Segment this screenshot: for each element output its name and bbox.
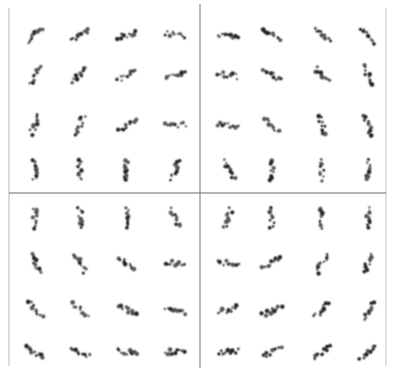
glyph-dot xyxy=(34,164,38,168)
glyph-dot xyxy=(269,163,272,166)
glyph-dot xyxy=(177,260,181,264)
glyph-dot xyxy=(368,206,370,208)
glyph-dot xyxy=(34,210,39,215)
glyph-dot xyxy=(222,264,225,267)
glyph-dot xyxy=(238,263,241,266)
glyph-dot xyxy=(319,173,322,176)
glyph-dot xyxy=(183,263,186,266)
glyph-dot xyxy=(79,177,81,179)
glyph-dot xyxy=(79,168,83,172)
glyph-dot xyxy=(225,259,229,263)
glyph-dot xyxy=(35,214,38,217)
glyph-dot xyxy=(319,165,322,168)
figure xyxy=(0,0,393,370)
glyph-dot xyxy=(79,163,81,165)
glyph-dot xyxy=(221,33,223,35)
glyph-dot xyxy=(233,125,238,130)
glyph-dot xyxy=(268,178,272,182)
glyph-dot xyxy=(81,210,84,213)
glyph-dot xyxy=(31,215,35,219)
glyph-dot xyxy=(185,125,187,127)
glyph-dot xyxy=(169,263,172,266)
glyph-dot xyxy=(269,210,272,213)
glyph-dot xyxy=(123,158,127,162)
glyph-dot xyxy=(368,210,370,212)
glyph-dot xyxy=(219,36,221,38)
glyph-dot xyxy=(223,122,226,125)
glyph-dot xyxy=(127,223,130,226)
glyph-dot xyxy=(319,220,321,222)
glyph-dot xyxy=(76,206,79,209)
glyph-dot xyxy=(270,214,273,217)
glyph-dot xyxy=(163,121,167,125)
glyph-dot xyxy=(320,179,323,182)
glyph-dot xyxy=(366,162,368,164)
glyph-dot xyxy=(181,264,184,267)
glyph-dot xyxy=(77,172,79,174)
glyph-dot xyxy=(77,158,81,162)
glyph-dot xyxy=(77,215,79,217)
glyph-dot xyxy=(319,207,322,210)
glyph-dot xyxy=(367,158,370,161)
glyph-dot xyxy=(319,223,323,227)
glyph-dot xyxy=(183,350,187,354)
glyph-dot xyxy=(237,125,239,127)
glyph-dot xyxy=(269,206,272,209)
glyph-dot xyxy=(365,177,369,181)
glyph-dot xyxy=(124,206,127,209)
glyph-dot xyxy=(322,175,324,177)
glyph-dot xyxy=(123,164,126,167)
glyph-dot xyxy=(321,227,324,230)
glyph-dot xyxy=(173,351,177,355)
glyph-dot xyxy=(124,174,128,178)
glyph-dot xyxy=(32,227,36,231)
glyph-dot xyxy=(168,347,173,352)
glyph-dot xyxy=(218,260,222,264)
glyph-dot xyxy=(268,226,272,230)
glyph-dot xyxy=(272,170,275,173)
glyph-dot xyxy=(32,208,34,210)
background xyxy=(0,0,393,370)
glyph-dot xyxy=(272,225,275,228)
glyph-dot xyxy=(269,219,272,222)
glyph-dot xyxy=(170,352,174,356)
glyph-dot xyxy=(369,164,371,166)
glyph-dot xyxy=(224,33,228,37)
glyph-dot xyxy=(178,349,180,351)
glyph-dot xyxy=(366,224,369,227)
glyph-dot xyxy=(81,223,84,226)
glyph-dot xyxy=(367,219,371,223)
glyph-dot xyxy=(320,158,323,161)
glyph-dot xyxy=(32,178,34,180)
glyph-dot xyxy=(125,216,129,220)
glyph-dot xyxy=(177,126,179,128)
glyph-dot xyxy=(166,352,170,356)
glyph-dot xyxy=(76,165,79,168)
glyph-dot xyxy=(322,169,325,172)
glyph-dot xyxy=(35,222,37,224)
glyph-dot xyxy=(166,263,169,266)
glyph-dot xyxy=(181,121,184,124)
glyph-dot xyxy=(367,170,372,175)
glyph-dot xyxy=(236,36,240,40)
glyph-dot xyxy=(270,170,272,172)
glyph-dot xyxy=(364,214,368,218)
glyph-dot xyxy=(170,259,174,263)
glyph-dot xyxy=(367,226,371,230)
glyph-dot xyxy=(173,123,176,126)
glyph-dot xyxy=(228,126,231,129)
glyph-dot xyxy=(164,352,166,354)
glyph-dot xyxy=(227,122,229,124)
glyph-dot xyxy=(273,222,276,225)
glyph-dot xyxy=(127,209,129,211)
glyph-dot xyxy=(125,226,129,230)
glyph-dot xyxy=(31,158,35,162)
glyph-dot xyxy=(272,166,276,170)
glyph-dot xyxy=(80,226,83,229)
